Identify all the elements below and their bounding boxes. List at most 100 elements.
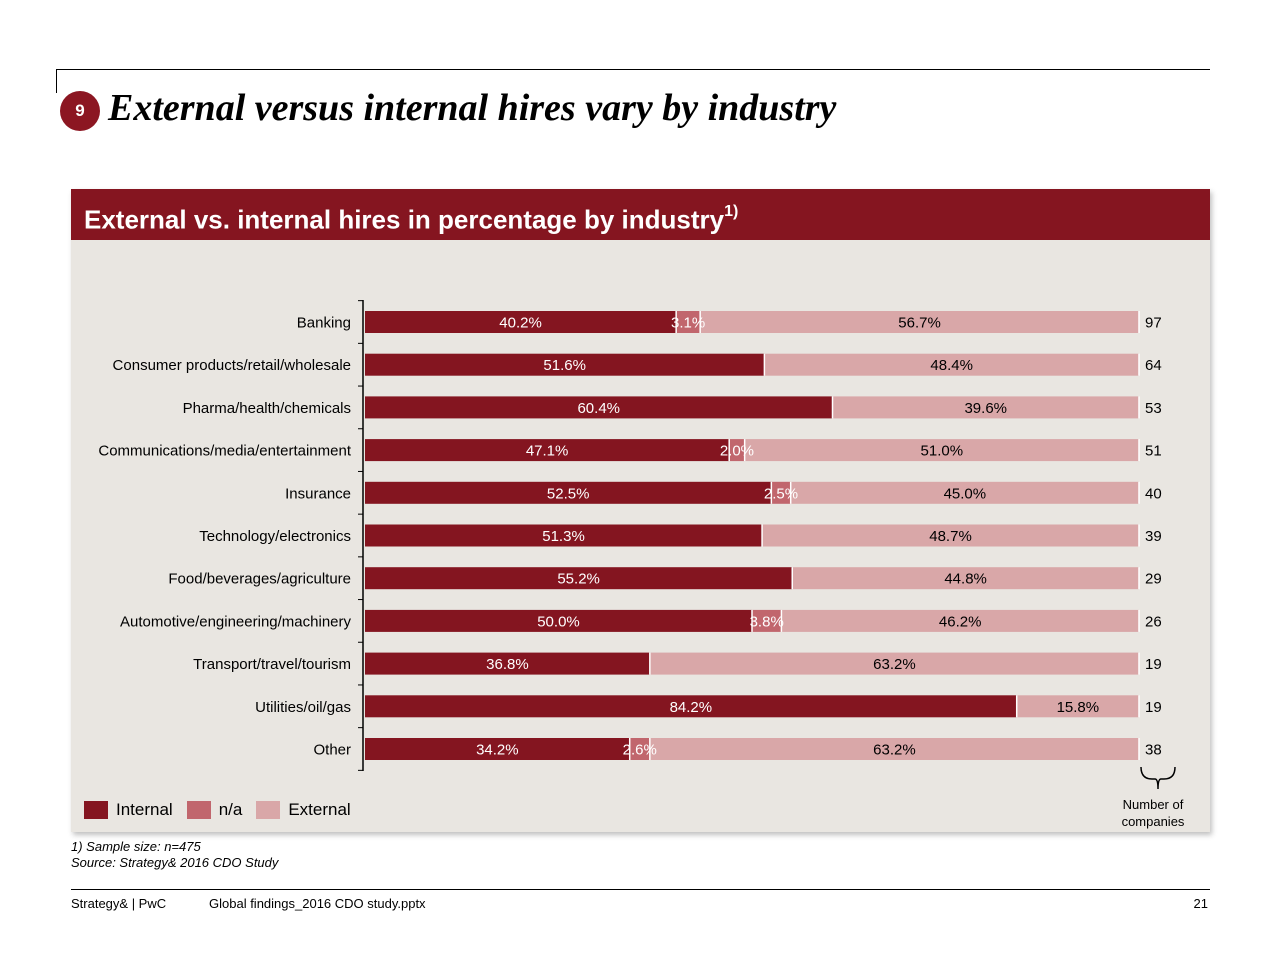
- value-label: 2.6%: [623, 742, 657, 759]
- value-label: 51.6%: [543, 357, 586, 374]
- bar-segment-internal: [365, 738, 630, 760]
- bar-segment-internal: [365, 439, 730, 462]
- bar-segment-external: [781, 609, 1139, 632]
- bar-segment-na: [729, 439, 745, 462]
- footer-brand: Strategy& | PwC: [71, 896, 167, 911]
- footnote: 1) Sample size: n=475 Source: Strategy& …: [71, 839, 278, 871]
- brace-icon: [1140, 766, 1176, 790]
- value-label: 45.0%: [944, 485, 987, 502]
- bar-segment-internal: [365, 353, 765, 376]
- bar-segment-na: [771, 481, 791, 504]
- companies-caption-line-2: companies: [1121, 814, 1185, 829]
- value-label: 15.8%: [1057, 699, 1100, 716]
- companies-count: 26: [1145, 613, 1162, 630]
- value-label: 51.3%: [542, 528, 585, 545]
- value-label: 3.1%: [671, 315, 705, 332]
- bar-segment-external: [790, 481, 1139, 504]
- footer-filename: Global findings_2016 CDO study.pptx: [209, 896, 426, 911]
- bar-segment-internal: [365, 524, 763, 547]
- value-label: 47.1%: [526, 443, 569, 460]
- bar-segment-internal: [365, 609, 752, 632]
- value-label: 39.6%: [964, 400, 1007, 417]
- chart-legend: Internal n/a External: [84, 800, 365, 820]
- companies-caption-line-1: Number of: [1122, 797, 1184, 812]
- footer-page-number: 21: [1193, 896, 1208, 911]
- value-label: 50.0%: [537, 613, 580, 630]
- bar-segment-external: [832, 396, 1139, 419]
- chart-panel-header: External vs. internal hires in percentag…: [71, 189, 1210, 240]
- value-label: 48.7%: [929, 528, 972, 545]
- category-label: Insurance: [285, 485, 351, 502]
- category-label: Pharma/health/chemicals: [183, 400, 351, 417]
- category-label: Other: [313, 742, 351, 759]
- category-label: Transport/travel/tourism: [193, 656, 351, 673]
- bar-segment-internal: [365, 695, 1017, 718]
- legend-label-external: External: [288, 800, 351, 819]
- legend-label-internal: Internal: [116, 800, 173, 819]
- bar-segment-na: [629, 738, 650, 760]
- value-label: 56.7%: [898, 315, 941, 332]
- chart-panel: External vs. internal hires in percentag…: [71, 189, 1210, 832]
- slide-number-badge: 9: [60, 91, 100, 131]
- value-label: 60.4%: [577, 400, 620, 417]
- value-label: 34.2%: [476, 742, 519, 759]
- legend-item-na: n/a: [186, 800, 243, 820]
- bar-segment-external: [762, 524, 1139, 547]
- companies-count: 19: [1145, 656, 1162, 673]
- companies-count: 38: [1145, 742, 1162, 759]
- value-label: 46.2%: [939, 613, 982, 630]
- bar-segment-external: [1016, 695, 1139, 718]
- category-label: Food/beverages/agriculture: [168, 571, 351, 588]
- companies-count: 40: [1145, 485, 1162, 502]
- value-label: 63.2%: [873, 656, 916, 673]
- value-label: 36.8%: [486, 656, 529, 673]
- bar-segment-internal: [365, 481, 772, 504]
- bar-segment-na: [676, 311, 701, 333]
- companies-count: 29: [1145, 571, 1162, 588]
- category-label: Consumer products/retail/wholesale: [113, 357, 351, 374]
- value-label: 40.2%: [499, 315, 542, 332]
- value-label: 3.8%: [750, 613, 784, 630]
- bottom-rule: [71, 889, 1210, 890]
- chart-title-footnote-mark: 1): [724, 203, 739, 220]
- value-label: 52.5%: [547, 485, 590, 502]
- slide-title: External versus internal hires vary by i…: [108, 87, 837, 129]
- companies-count: 64: [1145, 357, 1162, 374]
- legend-label-na: n/a: [218, 800, 243, 819]
- value-label: 2.0%: [720, 443, 754, 460]
- legend-item-internal: Internal: [84, 800, 173, 820]
- value-label: 2.5%: [764, 485, 798, 502]
- companies-count: 53: [1145, 400, 1162, 417]
- bar-segment-external: [792, 567, 1139, 590]
- value-label: 48.4%: [930, 357, 973, 374]
- category-label: Automotive/engineering/machinery: [120, 613, 351, 630]
- footnote-sample-size: 1) Sample size: n=475: [71, 839, 201, 854]
- companies-caption: Number of companies: [1108, 796, 1198, 830]
- companies-count: 39: [1145, 528, 1162, 545]
- value-label: 63.2%: [873, 742, 916, 759]
- category-label: Banking: [297, 315, 351, 332]
- value-label: 55.2%: [557, 571, 600, 588]
- legend-swatch-internal: [84, 801, 108, 819]
- top-rule: [56, 69, 1210, 70]
- chart-title: External vs. internal hires in percentag…: [84, 204, 725, 235]
- category-label: Technology/electronics: [199, 528, 351, 545]
- bar-segment-external: [649, 738, 1139, 760]
- companies-count: 51: [1145, 443, 1162, 460]
- category-label: Communications/media/entertainment: [98, 443, 351, 460]
- legend-swatch-external: [256, 801, 281, 819]
- legend-swatch-na: [186, 801, 211, 819]
- bar-segment-internal: [365, 652, 650, 675]
- category-label: Utilities/oil/gas: [255, 699, 351, 716]
- legend-item-external: External: [256, 800, 351, 820]
- footnote-source: Source: Strategy& 2016 CDO Study: [71, 855, 279, 870]
- bar-segment-external: [744, 439, 1139, 462]
- companies-count: 97: [1145, 315, 1162, 332]
- bar-segment-na: [752, 609, 782, 632]
- top-rule-tick: [56, 69, 57, 93]
- value-label: 44.8%: [944, 571, 987, 588]
- bar-segment-internal: [365, 396, 833, 419]
- bar-segment-external: [764, 353, 1139, 376]
- companies-count: 19: [1145, 699, 1162, 716]
